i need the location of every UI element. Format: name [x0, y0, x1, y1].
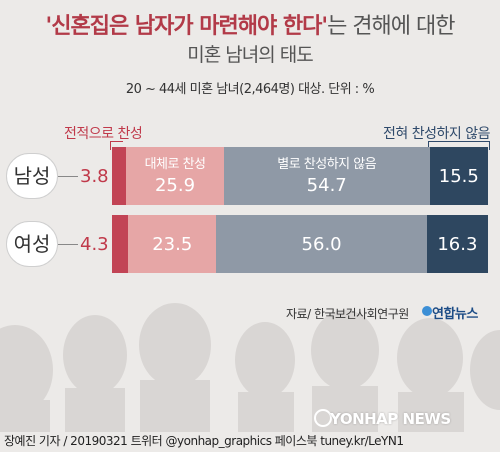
- category-leader-line: [58, 244, 78, 245]
- value-label-mostly-agree: 25.9: [154, 175, 196, 196]
- legend-bracket-right: [428, 141, 490, 150]
- category-label: 여성: [6, 221, 58, 267]
- series-label-mostly-disagree: 별로 찬성하지 않음: [277, 157, 377, 172]
- chart-title-line2: 미혼 남녀의 태도: [187, 44, 313, 66]
- people-silhouettes-illustration: [0, 303, 500, 432]
- bar-segment-strongly-disagree: 16.3: [426, 215, 488, 273]
- yonhap-logo-icon: [422, 306, 432, 316]
- legend-strongly-disagree: 전혀 찬성하지 않음: [383, 126, 490, 142]
- value-label-strongly-disagree: 15.5: [438, 166, 479, 187]
- category-label: 남성: [6, 153, 58, 199]
- legend-bracket-left: [110, 141, 123, 150]
- title-rest: 는 견해에 대한: [327, 14, 455, 39]
- value-label-mostly-agree: 23.5: [152, 234, 193, 255]
- category-leader-line: [58, 176, 78, 177]
- bar-segment-strongly-agree: [112, 147, 127, 205]
- credit-line: 장예진 기자 / 20190321 트위터 @yonhap_graphics 페…: [4, 434, 404, 448]
- bar-segment-mostly-agree: 23.5: [128, 215, 217, 273]
- bar-segment-strongly-disagree: 15.5: [429, 147, 488, 205]
- value-label-strongly-agree: 3.8: [80, 166, 109, 187]
- watermark-logo-icon: [314, 409, 332, 427]
- legend-strongly-agree: 전적으로 찬성: [64, 126, 143, 142]
- source-note: 자료/ 한국보건사회연구원: [286, 307, 409, 321]
- chart-subtitle: 20 ~ 44세 미혼 남녀(2,464명) 대상. 단위 : %: [125, 82, 375, 97]
- title-highlight: '신혼집은 남자가 마련해야 한다': [45, 14, 328, 39]
- stacked-bar: 23.5 56.0 16.3: [112, 215, 488, 273]
- bar-segment-strongly-agree: [112, 215, 129, 273]
- value-label-strongly-agree: 4.3: [80, 234, 109, 255]
- value-label-mostly-disagree: 54.7: [306, 175, 347, 196]
- value-label-strongly-disagree: 16.3: [437, 234, 478, 255]
- value-label-mostly-disagree: 56.0: [301, 234, 342, 255]
- chart-title-line1: '신혼집은 남자가 마련해야 한다'는 견해에 대한: [0, 8, 500, 40]
- stacked-bar: 대체로 찬성 25.9 별로 찬성하지 않음 54.7 15.5: [112, 147, 488, 205]
- series-label-mostly-agree: 대체로 찬성: [144, 157, 206, 172]
- agency-name: 연합뉴스: [432, 307, 478, 322]
- bar-segment-mostly-disagree: 별로 찬성하지 않음 54.7: [223, 147, 430, 205]
- bar-segment-mostly-disagree: 56.0: [216, 215, 427, 273]
- bar-segment-mostly-agree: 대체로 찬성 25.9: [126, 147, 224, 205]
- watermark: YONHAP NEWS: [330, 410, 451, 428]
